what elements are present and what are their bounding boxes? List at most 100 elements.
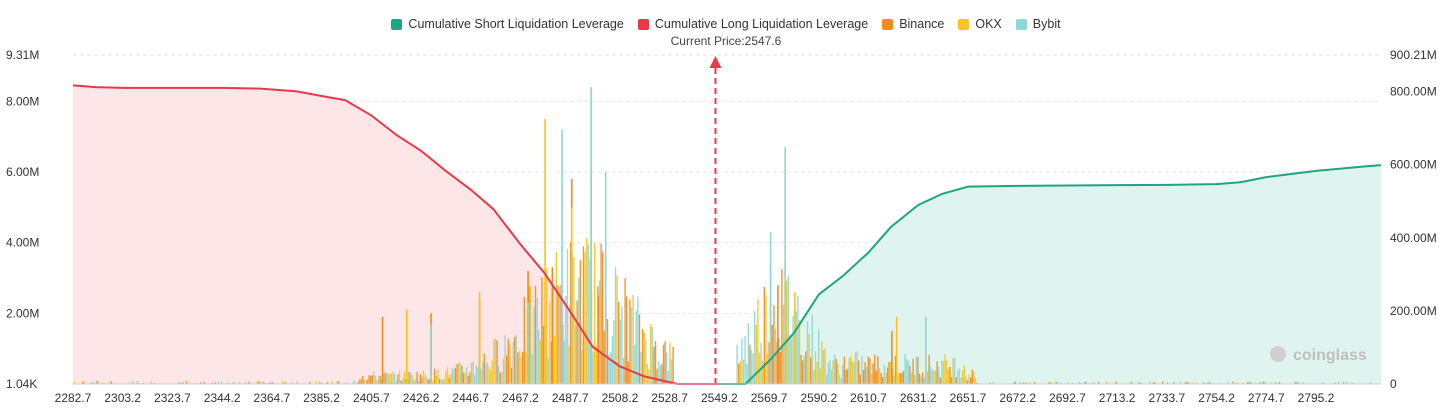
bar-binance [358, 379, 361, 384]
bar-binance [96, 380, 98, 384]
x-axis-tick: 2733.7 [1148, 391, 1185, 405]
bar-okx [1141, 382, 1143, 384]
bar-bybit [494, 338, 497, 384]
bar-bybit [754, 311, 756, 384]
bar-bybit [128, 382, 130, 384]
bar-okx [539, 340, 541, 384]
bar-binance [506, 355, 508, 384]
bar-binance [186, 381, 188, 384]
x-axis-tick: 2795.2 [1298, 391, 1335, 405]
bar-binance [541, 277, 543, 384]
legend-item-long[interactable]: Cumulative Long Liquidation Leverage [637, 14, 868, 34]
bar-binance [603, 330, 605, 384]
bar-binance [800, 354, 802, 384]
bar-peak-binance [777, 285, 779, 384]
bar-bybit [440, 379, 442, 384]
bar-bybit [547, 357, 549, 384]
bar-bybit [838, 375, 841, 384]
bar-peak-okx [895, 316, 898, 384]
bar-bybit [923, 377, 925, 384]
bar-bybit [840, 378, 842, 384]
bar-binance [859, 374, 861, 384]
bar-bybit [189, 382, 191, 384]
bar-bybit [910, 373, 913, 384]
bar-bybit [1338, 381, 1340, 384]
current-price-label: Current Price:2547.6 [670, 34, 782, 48]
left-axis-tick: 9.31M [6, 48, 39, 62]
bar-okx [549, 301, 551, 384]
exchange-bars [74, 87, 1372, 384]
bar-bybit [451, 368, 453, 384]
bar-okx [758, 352, 761, 384]
legend-item-okx[interactable]: OKX [958, 14, 1002, 34]
bar-okx [1254, 382, 1257, 384]
legend-label-okx: OKX [975, 17, 1002, 31]
bar-bybit [760, 342, 762, 384]
bar-binance [928, 354, 930, 384]
bar-bybit [426, 376, 428, 384]
bar-bybit [883, 364, 885, 384]
bar-okx [914, 375, 916, 384]
bar-binance [656, 368, 658, 384]
bar-okx [974, 378, 977, 384]
bar-binance [1262, 381, 1265, 384]
bar-okx [93, 382, 95, 384]
x-axis-tick: 2610.7 [850, 391, 887, 405]
bar-bybit [474, 374, 476, 384]
x-axis-tick: 2426.2 [403, 391, 440, 405]
bar-bybit [666, 352, 668, 384]
bar-bybit [826, 374, 828, 384]
bar-okx [509, 344, 511, 384]
x-axis-tick: 2487.7 [552, 391, 589, 405]
bar-binance [864, 362, 866, 384]
bar-okx [963, 365, 965, 384]
bar-okx [1190, 382, 1193, 384]
bar-okx [821, 341, 823, 384]
bar-binance [360, 379, 362, 384]
bar-bybit [907, 360, 909, 384]
bar-bybit [1083, 381, 1085, 384]
bar-okx [445, 371, 447, 384]
bar-okx [850, 355, 852, 384]
bar-bybit [1250, 381, 1252, 384]
bar-bybit [750, 349, 753, 384]
legend-item-short[interactable]: Cumulative Short Liquidation Leverage [391, 14, 624, 34]
bar-bybit [818, 329, 820, 384]
x-axis-tick: 2364.7 [254, 391, 291, 405]
bar-okx [824, 348, 826, 384]
bar-bybit [1179, 381, 1181, 384]
bar-bybit [954, 357, 956, 384]
x-axis-tick: 2569.7 [751, 391, 788, 405]
legend-item-bybit[interactable]: Bybit [1015, 14, 1061, 34]
bar-okx [432, 380, 434, 384]
bar-binance [768, 342, 770, 384]
bar-binance [602, 251, 604, 384]
bar-okx [1275, 382, 1277, 384]
bar-bybit [861, 356, 863, 384]
bar-binance [909, 365, 911, 384]
bar-okx [1130, 381, 1132, 384]
bar-bybit [1298, 382, 1300, 384]
bar-bybit [797, 295, 799, 384]
bar-okx [926, 371, 929, 384]
bar-binance [874, 354, 876, 384]
bar-bybit [504, 335, 506, 384]
legend-item-binance[interactable]: Binance [882, 14, 944, 34]
bar-okx [755, 324, 757, 384]
bar-binance [882, 376, 884, 384]
bar-bybit [1131, 381, 1133, 384]
bar-bybit [365, 379, 367, 384]
bar-peak-bybit [430, 323, 432, 384]
short-cumulative-line [719, 164, 1382, 385]
bar-okx [890, 361, 892, 384]
bar-binance [1014, 381, 1017, 384]
x-axis-tick: 2692.7 [1049, 391, 1086, 405]
bar-okx [790, 338, 793, 384]
bar-okx [632, 294, 634, 384]
bar-binance [1056, 381, 1058, 384]
left-axis-tick: 8.00M [6, 94, 39, 108]
bar-binance [1115, 381, 1117, 384]
bar-peak-bybit [590, 87, 592, 384]
bar-binance [955, 377, 957, 384]
bar-okx [424, 375, 426, 384]
